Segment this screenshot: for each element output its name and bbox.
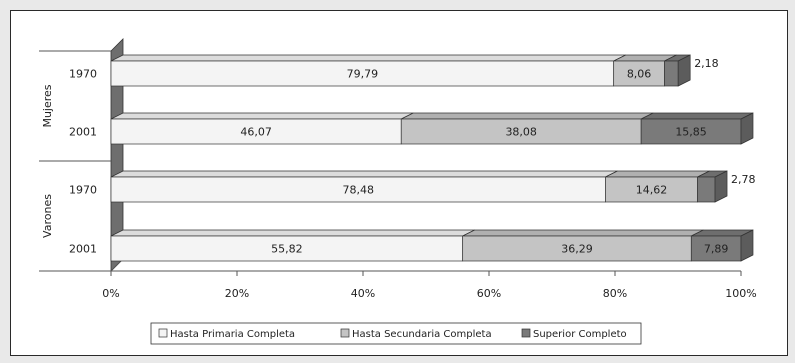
legend-swatch-2: [521, 328, 531, 338]
bar-segment-0-2: [664, 60, 679, 87]
legend-box: [150, 322, 642, 345]
legend-swatch-1: [340, 328, 350, 338]
value-label-3-0: 55,82: [271, 243, 303, 256]
x-tick-label-1: 20%: [225, 287, 249, 300]
value-label-1-1: 38,08: [505, 126, 537, 139]
value-label-2-1: 14,62: [636, 184, 668, 197]
bar-top-3-0: [110, 229, 475, 237]
category-label-2: 1970: [69, 184, 97, 197]
bar-top-3-1: [462, 229, 704, 237]
bar-end-3: [740, 229, 754, 262]
bar-segment-3-1: [462, 235, 692, 262]
group-label-1: Varones: [41, 194, 54, 238]
value-label-2-2: 2,78: [731, 173, 756, 186]
legend-label-2: Superior Completo: [533, 329, 627, 340]
legend: Hasta Primaria Completa Hasta Secundaria …: [150, 322, 642, 345]
bar-segment-1-1: [400, 118, 642, 145]
value-label-1-0: 46,07: [240, 126, 272, 139]
x-tick-label-2: 40%: [351, 287, 375, 300]
value-label-0-2: 2,18: [694, 57, 719, 70]
value-label-3-1: 36,29: [561, 243, 593, 256]
group-labels: Mujeres Varones: [41, 84, 54, 238]
value-label-1-2: 15,85: [675, 126, 707, 139]
value-label-3-2: 7,89: [704, 243, 729, 256]
bar-segment-1-0: [110, 118, 402, 145]
x-tick-label-0: 0%: [102, 287, 119, 300]
bar-top-2-1: [605, 170, 710, 178]
bar-segment-1-2: [640, 118, 742, 145]
bar-top-1-1: [401, 112, 654, 120]
x-tick-label-5: 100%: [725, 287, 756, 300]
bar-top-1-2: [640, 112, 754, 120]
bar-end-1: [740, 112, 754, 145]
chart-frame: 1970 79,79 8,06 2,18 2001 46,07 38,08 15,85 1970…: [10, 10, 788, 356]
category-label-0: 1970: [69, 68, 97, 81]
bars: [110, 54, 754, 262]
legend-label-1: Hasta Secundaria Completa: [352, 329, 492, 340]
axes: [39, 38, 741, 272]
bar-end-2: [714, 170, 728, 203]
stacked-bar-chart: 1970 79,79 8,06 2,18 2001 46,07 38,08 15,85 1970…: [39, 38, 757, 345]
legend-label-0: Hasta Primaria Completa: [170, 329, 295, 340]
bar-top-0-0: [110, 54, 626, 62]
legend-swatch-0: [158, 328, 168, 338]
bar-segment-2-2: [697, 176, 716, 203]
bar-top-1-0: [110, 112, 414, 120]
x-tick-label-3: 60%: [477, 287, 501, 300]
bar-segment-3-2: [690, 235, 742, 262]
bar-end-0: [677, 54, 691, 87]
data-labels: 1970 79,79 8,06 2,18 2001 46,07 38,08 15,85 1970…: [69, 57, 756, 256]
category-label-3: 2001: [69, 243, 97, 256]
value-label-0-1: 8,06: [627, 68, 652, 81]
value-label-0-0: 79,79: [347, 68, 379, 81]
group-label-0: Mujeres: [41, 84, 54, 127]
x-axis-ticks: 0% 20% 40% 60% 80% 100%: [102, 271, 757, 300]
bar-segment-2-1: [605, 176, 698, 203]
x-tick-label-4: 80%: [603, 287, 627, 300]
category-label-1: 2001: [69, 126, 97, 139]
bar-top-2-0: [110, 170, 618, 178]
bar-segment-2-0: [110, 176, 606, 203]
value-label-2-0: 78,48: [342, 184, 374, 197]
